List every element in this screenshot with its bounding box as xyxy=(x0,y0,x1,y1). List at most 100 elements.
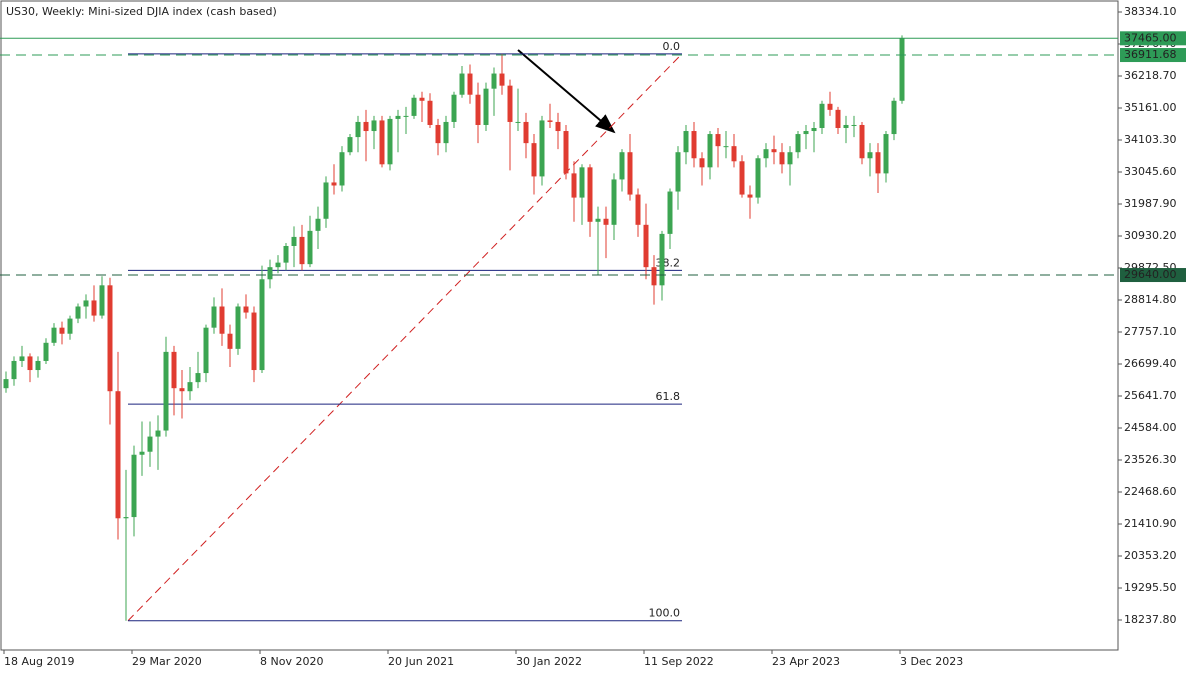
candle-body xyxy=(11,360,17,380)
candle-body xyxy=(555,121,561,132)
candle-body xyxy=(459,73,465,95)
candle-body xyxy=(467,73,473,95)
plot-frame xyxy=(0,0,1119,651)
price-label: 37465.00 xyxy=(1124,31,1177,44)
candle-body xyxy=(651,267,657,286)
candle-body xyxy=(619,152,625,180)
y-tick-label: 35161.00 xyxy=(1124,101,1177,114)
candle-body xyxy=(395,115,401,119)
candle-body xyxy=(67,318,73,334)
candle-body xyxy=(515,121,521,123)
candle-body xyxy=(147,436,153,452)
candle-body xyxy=(435,124,441,144)
candle-body xyxy=(91,300,97,316)
candle-body xyxy=(243,306,249,313)
candle-body xyxy=(339,152,345,186)
candle-body xyxy=(587,167,593,222)
candle-body xyxy=(507,85,513,122)
candle-body xyxy=(611,179,617,225)
y-tick-label: 34103.30 xyxy=(1124,133,1177,146)
candle-body xyxy=(3,379,9,389)
candle-body xyxy=(627,152,633,195)
candle-body xyxy=(43,342,49,361)
annotation-arrow xyxy=(517,49,616,134)
candle-body xyxy=(171,351,177,389)
candle-body xyxy=(699,158,705,168)
fib-level-label: 38.2 xyxy=(656,256,681,269)
y-tick-label: 23526.30 xyxy=(1124,453,1177,466)
candle-body xyxy=(51,327,57,343)
candle-body xyxy=(579,167,585,198)
y-tick-label: 18237.80 xyxy=(1124,613,1177,626)
candle-body xyxy=(635,194,641,225)
candle-body xyxy=(107,285,113,392)
candle-body xyxy=(427,100,433,125)
candle-body xyxy=(723,146,729,148)
fib-level-label: 0.0 xyxy=(663,40,681,53)
price-label-box xyxy=(1120,268,1186,283)
candle-body xyxy=(491,73,497,89)
candle-body xyxy=(315,218,321,231)
candle-body xyxy=(75,306,81,319)
candle-body xyxy=(259,279,265,371)
y-tick-label: 33045.60 xyxy=(1124,165,1177,178)
candle-body xyxy=(99,285,105,316)
candle-body xyxy=(267,267,273,280)
candle-body xyxy=(195,373,201,383)
candle-body xyxy=(451,94,457,122)
candle-body xyxy=(203,327,209,374)
candle-body xyxy=(483,88,489,125)
candle-body xyxy=(891,100,897,135)
y-tick-label: 22468.60 xyxy=(1124,485,1177,498)
candle-body xyxy=(875,152,881,174)
chart-title: US30, Weekly: Mini-sized DJIA index (cas… xyxy=(6,5,277,18)
candle-body xyxy=(347,137,353,153)
candle-body xyxy=(155,430,161,437)
candle-body xyxy=(883,134,889,174)
y-tick-label: 19295.50 xyxy=(1124,581,1177,594)
candle-body xyxy=(707,134,713,168)
candle-body xyxy=(19,356,25,361)
x-tick-label: 3 Dec 2023 xyxy=(900,655,963,668)
candle-body xyxy=(819,103,825,129)
y-tick-label: 25641.70 xyxy=(1124,389,1177,402)
candle-body xyxy=(83,300,89,307)
y-tick-label: 24584.00 xyxy=(1124,421,1177,434)
candle-body xyxy=(323,182,329,219)
fib-level-label: 100.0 xyxy=(649,607,681,620)
fib-trend-line xyxy=(127,53,683,622)
candle-body xyxy=(795,134,801,153)
x-tick-label: 30 Jan 2022 xyxy=(516,655,582,668)
candle-body xyxy=(643,224,649,268)
candle-body xyxy=(307,230,313,265)
y-tick-label: 27757.10 xyxy=(1124,325,1177,338)
candle-body xyxy=(755,158,761,198)
candle-body xyxy=(187,382,193,392)
price-label-box xyxy=(1120,48,1186,63)
candle-body xyxy=(227,333,233,349)
price-label-box xyxy=(1120,31,1186,46)
candle-body xyxy=(251,312,257,371)
candle-body xyxy=(291,236,297,246)
candle-body xyxy=(163,351,169,431)
candle-body xyxy=(803,131,809,135)
candle-body xyxy=(827,103,833,110)
candle-body xyxy=(747,194,753,198)
candle-body xyxy=(899,38,905,101)
candle-body xyxy=(115,391,121,519)
candle-body xyxy=(443,121,449,144)
candle-body xyxy=(275,262,281,268)
price-label: 29640.00 xyxy=(1124,268,1177,281)
candle-body xyxy=(851,124,857,126)
candle-body xyxy=(731,146,737,162)
candle-body xyxy=(211,306,217,328)
candle-body xyxy=(523,121,529,144)
candle-body xyxy=(419,97,425,101)
x-tick-label: 20 Jun 2021 xyxy=(388,655,454,668)
candle-body xyxy=(387,118,393,165)
candle-body xyxy=(35,360,41,371)
x-tick-label: 23 Apr 2023 xyxy=(772,655,840,668)
candle-body xyxy=(691,131,697,159)
candle-body xyxy=(123,517,129,519)
